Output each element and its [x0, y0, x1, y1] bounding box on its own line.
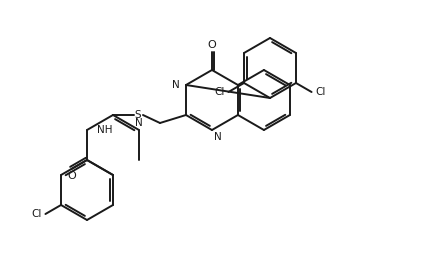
- Text: N: N: [135, 118, 143, 128]
- Text: N: N: [172, 80, 180, 90]
- Text: O: O: [67, 171, 76, 181]
- Text: NH: NH: [97, 125, 112, 135]
- Text: O: O: [207, 40, 216, 50]
- Text: Cl: Cl: [214, 87, 224, 97]
- Text: S: S: [135, 110, 141, 120]
- Text: Cl: Cl: [316, 87, 326, 97]
- Text: Cl: Cl: [31, 209, 41, 219]
- Text: N: N: [214, 132, 222, 142]
